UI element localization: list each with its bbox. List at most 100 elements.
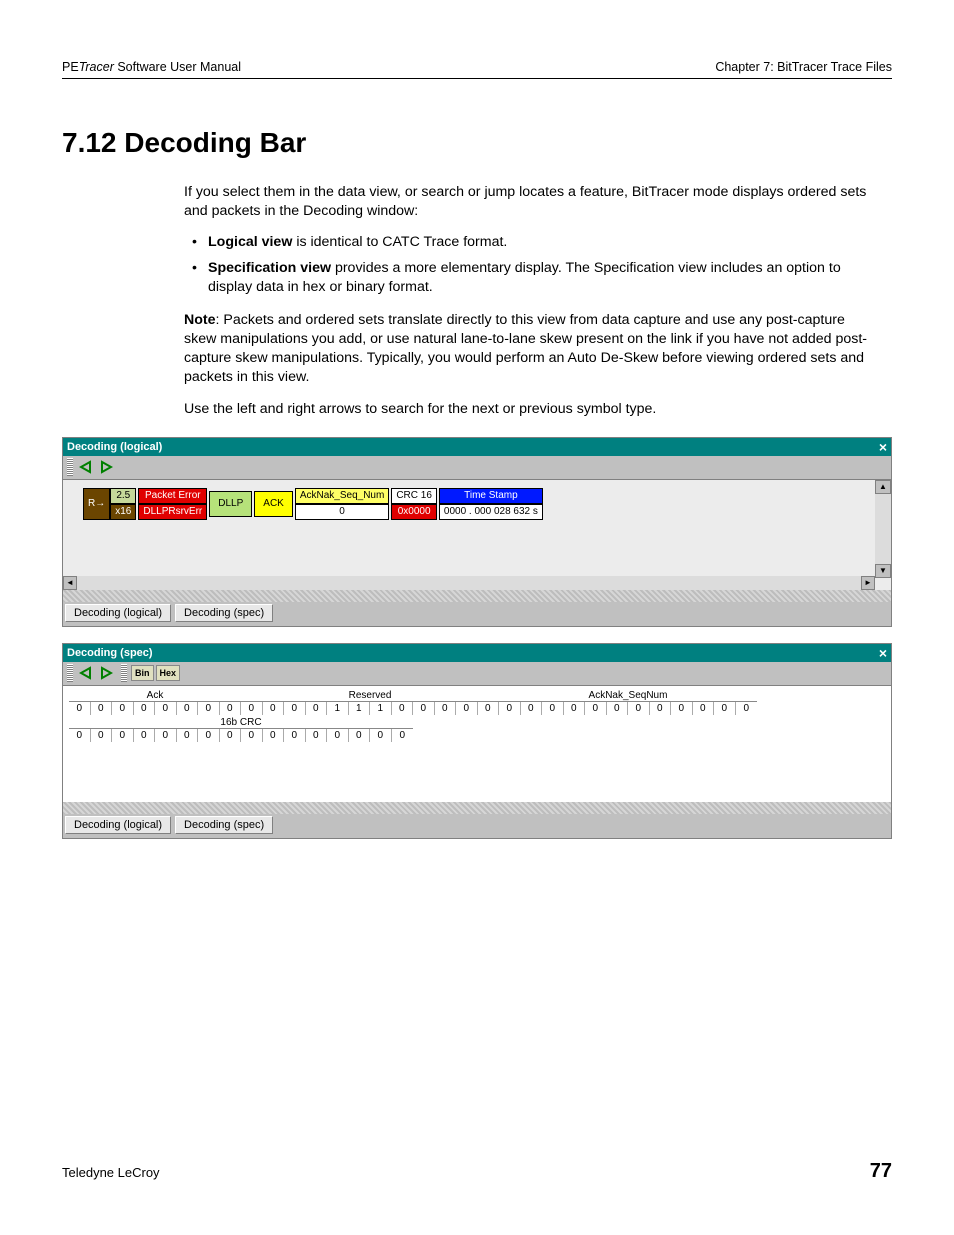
page-number: 77 bbox=[870, 1160, 892, 1183]
timestamp-top: Time Stamp bbox=[439, 488, 543, 504]
spec-bit-row-2: 0000000000000000 bbox=[69, 729, 885, 742]
seqnum-top: AckNak_Seq_Num bbox=[295, 488, 389, 504]
timestamp-field: Time Stamp 0000 . 000 028 632 s bbox=[439, 488, 543, 520]
ack-field: ACK bbox=[254, 488, 293, 520]
timestamp-bottom: 0000 . 000 028 632 s bbox=[439, 504, 543, 520]
bit-cell: 0 bbox=[241, 729, 263, 742]
bit-cell: 0 bbox=[112, 702, 134, 715]
logical-tabs: Decoding (logical) Decoding (spec) bbox=[63, 602, 891, 626]
bit-cell: 0 bbox=[650, 702, 672, 715]
prev-arrow-icon[interactable] bbox=[77, 664, 95, 682]
close-icon[interactable]: × bbox=[879, 646, 887, 660]
bit-cell: 0 bbox=[413, 702, 435, 715]
body-text: If you select them in the data view, or … bbox=[184, 183, 872, 419]
header-pe: PE bbox=[62, 60, 79, 74]
bit-cell: 0 bbox=[478, 702, 500, 715]
page-footer: Teledyne LeCroy 77 bbox=[62, 1160, 892, 1183]
intro-paragraph: If you select them in the data view, or … bbox=[184, 183, 872, 221]
bit-cell: 0 bbox=[69, 729, 91, 742]
header-left: PETracer Software User Manual bbox=[62, 60, 241, 74]
bit-cell: 0 bbox=[198, 702, 220, 715]
next-arrow-icon[interactable] bbox=[97, 458, 115, 476]
bit-cell: 0 bbox=[435, 702, 457, 715]
bit-cell: 0 bbox=[263, 729, 285, 742]
seqnum-bottom: 0 bbox=[295, 504, 389, 520]
close-icon[interactable]: × bbox=[879, 440, 887, 454]
page-header: PETracer Software User Manual Chapter 7:… bbox=[62, 60, 892, 74]
packet-row[interactable]: R→ 2.5 x16 Packet Error DLLPRsrvErr DLLP… bbox=[83, 488, 871, 520]
bit-cell: 0 bbox=[134, 702, 156, 715]
bit-cell: 0 bbox=[91, 729, 113, 742]
scroll-right-icon[interactable]: ► bbox=[861, 576, 875, 590]
spec-toolbar: Bin Hex bbox=[63, 662, 891, 686]
rate-top: 2.5 bbox=[110, 488, 136, 504]
spec-tabs: Decoding (logical) Decoding (spec) bbox=[63, 814, 891, 838]
toolbar-grip bbox=[67, 664, 73, 682]
scroll-down-icon[interactable]: ▼ bbox=[875, 564, 891, 578]
bit-cell: 0 bbox=[155, 729, 177, 742]
spec-section-header-2: 16b CRC bbox=[69, 717, 885, 729]
bit-cell: 1 bbox=[370, 702, 392, 715]
next-arrow-icon[interactable] bbox=[97, 664, 115, 682]
spec-section-headers: AckReservedAckNak_SeqNum bbox=[69, 690, 885, 702]
dllp-label: DLLP bbox=[209, 491, 252, 517]
direction-field: R→ bbox=[83, 488, 110, 520]
logical-title: Decoding (logical) bbox=[67, 441, 162, 453]
decoding-logical-panel: Decoding (logical) × R→ 2.5 x16 Packet E… bbox=[62, 437, 892, 627]
packet-error-field: Packet Error DLLPRsrvErr bbox=[138, 488, 207, 520]
spec-section-header: Reserved bbox=[241, 690, 499, 702]
bit-cell: 0 bbox=[241, 702, 263, 715]
bit-cell: 0 bbox=[736, 702, 758, 715]
bit-cell: 0 bbox=[349, 729, 371, 742]
header-right: Chapter 7: BitTracer Trace Files bbox=[715, 60, 892, 74]
logical-content: R→ 2.5 x16 Packet Error DLLPRsrvErr DLLP… bbox=[63, 480, 891, 590]
crc-field: CRC 16 0x0000 bbox=[391, 488, 437, 520]
bit-cell: 0 bbox=[69, 702, 91, 715]
bit-cell: 0 bbox=[306, 702, 328, 715]
tab-logical[interactable]: Decoding (logical) bbox=[65, 816, 171, 834]
bit-cell: 0 bbox=[220, 729, 242, 742]
bit-cell: 0 bbox=[542, 702, 564, 715]
rate-bottom: x16 bbox=[110, 504, 136, 520]
vertical-scrollbar[interactable]: ▲ ▼ bbox=[875, 480, 891, 578]
bullet-logical: Logical view is identical to CATC Trace … bbox=[208, 233, 872, 252]
horizontal-scrollbar[interactable]: ◄ ► bbox=[63, 576, 875, 590]
logical-toolbar bbox=[63, 456, 891, 480]
crc-bottom: 0x0000 bbox=[391, 504, 437, 520]
bit-cell: 0 bbox=[198, 729, 220, 742]
bit-cell: 0 bbox=[327, 729, 349, 742]
spec-title: Decoding (spec) bbox=[67, 647, 153, 659]
header-suffix: Software User Manual bbox=[114, 60, 241, 74]
logical-titlebar[interactable]: Decoding (logical) × bbox=[63, 438, 891, 456]
bit-cell: 0 bbox=[607, 702, 629, 715]
bit-cell: 0 bbox=[693, 702, 715, 715]
seqnum-field: AckNak_Seq_Num 0 bbox=[295, 488, 389, 520]
hex-button[interactable]: Hex bbox=[156, 665, 181, 681]
bullet-spec: Specification view provides a more eleme… bbox=[208, 259, 872, 297]
tab-spec[interactable]: Decoding (spec) bbox=[175, 604, 273, 622]
scroll-left-icon[interactable]: ◄ bbox=[63, 576, 77, 590]
bit-cell: 0 bbox=[284, 729, 306, 742]
bit-cell: 0 bbox=[91, 702, 113, 715]
tab-spec[interactable]: Decoding (spec) bbox=[175, 816, 273, 834]
ack-label: ACK bbox=[254, 491, 293, 517]
logical-content-inner: R→ 2.5 x16 Packet Error DLLPRsrvErr DLLP… bbox=[63, 480, 891, 580]
prev-arrow-icon[interactable] bbox=[77, 458, 95, 476]
packet-error-top: Packet Error bbox=[138, 488, 207, 504]
bullet-logical-rest: is identical to CATC Trace format. bbox=[292, 234, 507, 250]
crc-top: CRC 16 bbox=[391, 488, 437, 504]
spec-titlebar[interactable]: Decoding (spec) × bbox=[63, 644, 891, 662]
spec-section-header: Ack bbox=[69, 690, 241, 702]
spec-content-inner: AckReservedAckNak_SeqNum 000000000000111… bbox=[63, 686, 891, 802]
scroll-up-icon[interactable]: ▲ bbox=[875, 480, 891, 494]
toolbar-grip bbox=[67, 458, 73, 476]
note-text: : Packets and ordered sets translate dir… bbox=[184, 312, 867, 386]
bin-button[interactable]: Bin bbox=[131, 665, 154, 681]
toolbar-grip bbox=[121, 664, 127, 682]
bit-cell: 0 bbox=[671, 702, 693, 715]
bullet-logical-bold: Logical view bbox=[208, 234, 292, 250]
bit-cell: 0 bbox=[564, 702, 586, 715]
tab-logical[interactable]: Decoding (logical) bbox=[65, 604, 171, 622]
bit-cell: 0 bbox=[370, 729, 392, 742]
footer-left: Teledyne LeCroy bbox=[62, 1165, 160, 1180]
